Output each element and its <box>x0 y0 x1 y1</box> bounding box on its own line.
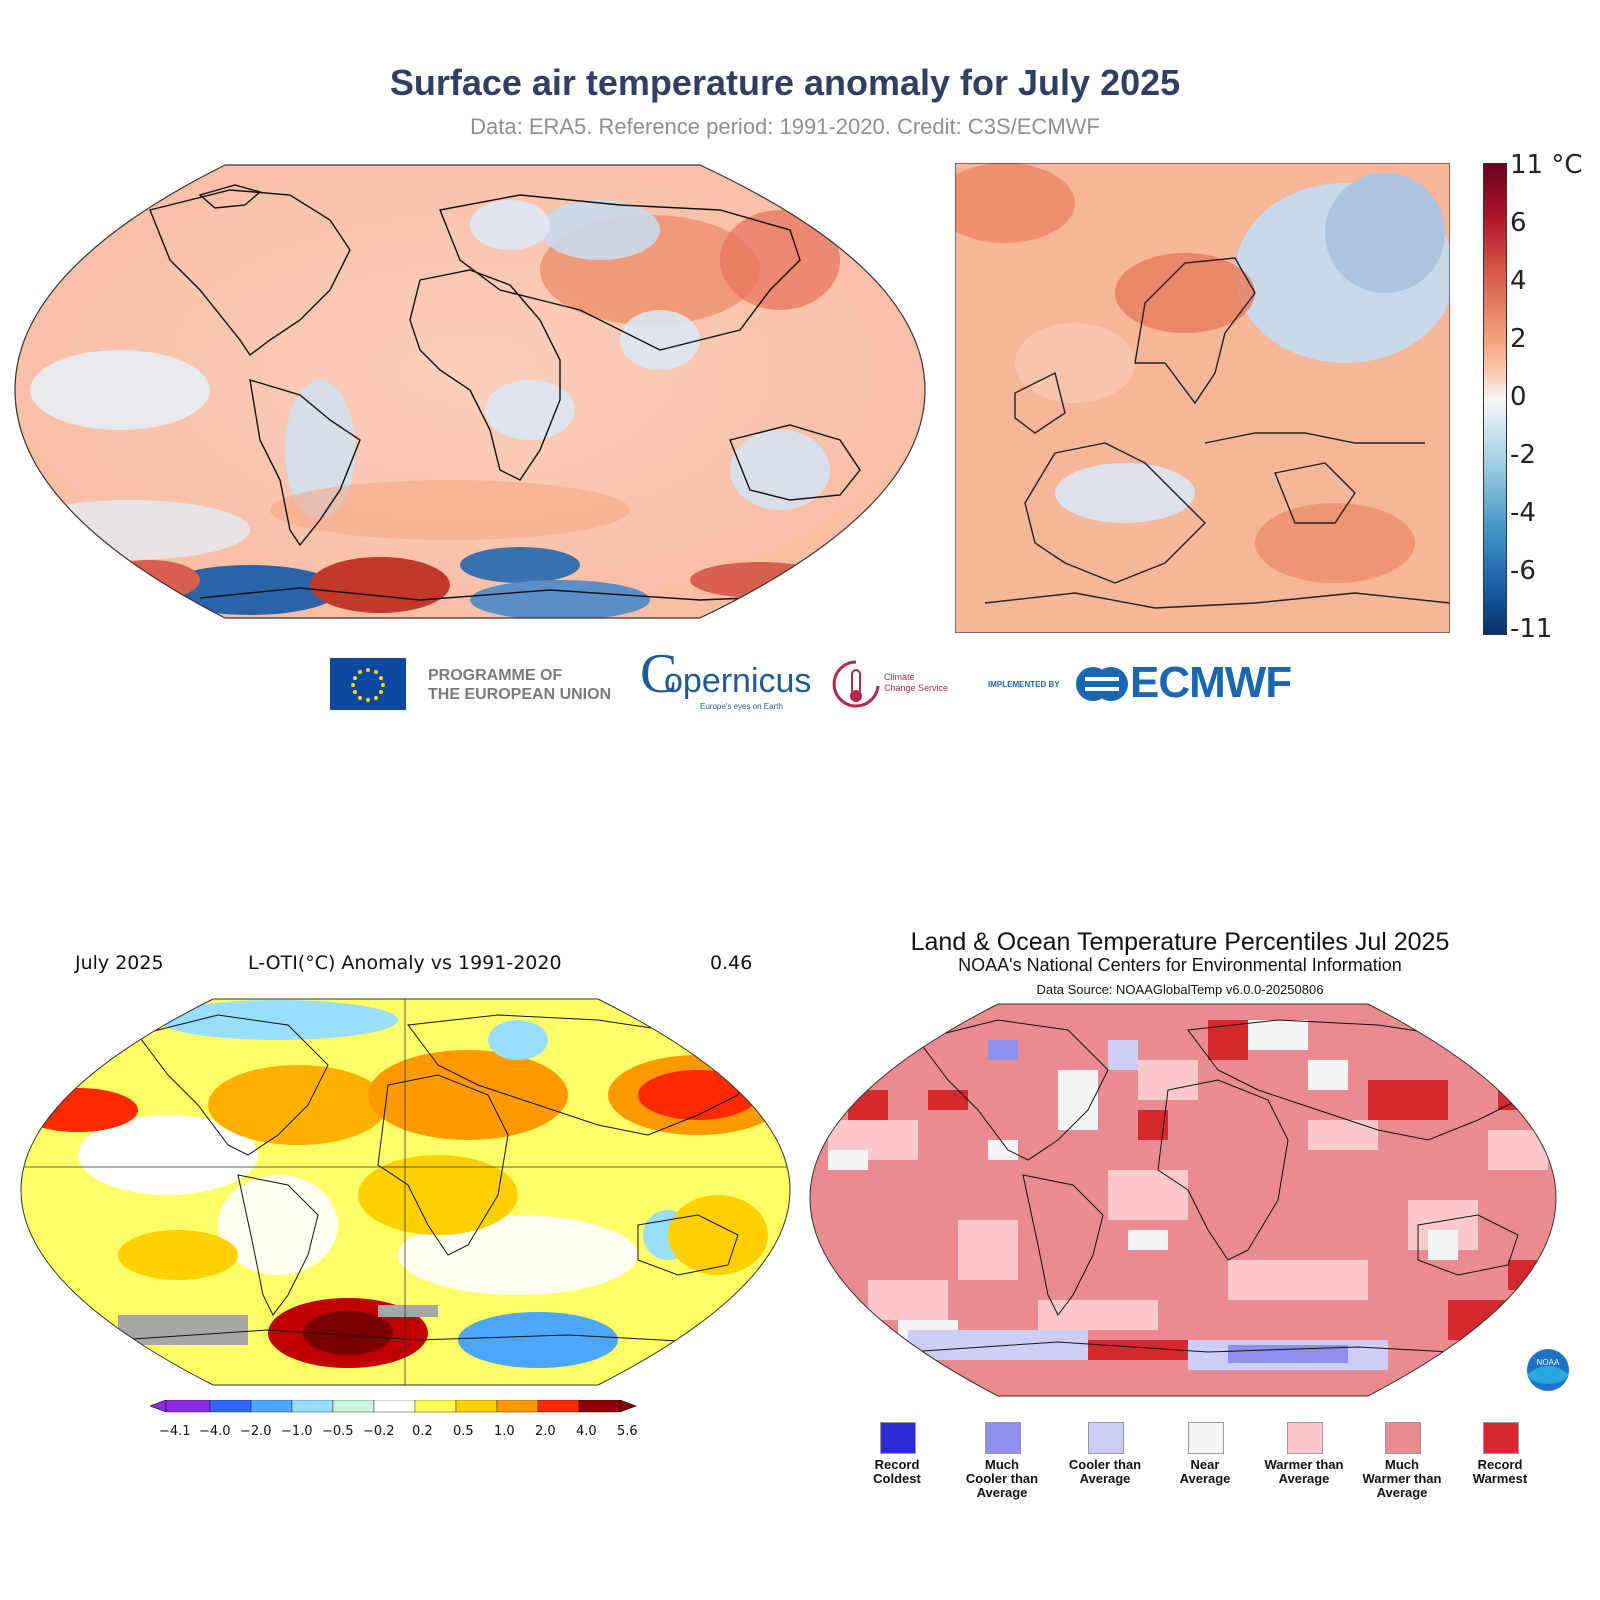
lotil-tick: 1.0 <box>494 1424 515 1439</box>
ecmwf-symbol-icon <box>1076 667 1128 701</box>
legend-label-much-cooler: Much Cooler than Average <box>947 1458 1057 1500</box>
legend-line: Cooler than <box>965 1471 1039 1486</box>
c3s-colorbar-tick: -6 <box>1510 556 1536 586</box>
lotil-global-value: 0.46 <box>710 952 753 974</box>
lotil-tick: −1.0 <box>281 1424 313 1439</box>
noaa-map <box>809 1003 1557 1397</box>
lotil-tick: −0.2 <box>363 1424 395 1439</box>
noaa-badge-text: NOAA <box>1537 1358 1560 1367</box>
c3s-colorbar-tick: 2 <box>1510 324 1527 354</box>
lotil-tick: 5.6 <box>617 1424 638 1439</box>
legend-swatch-cooler <box>1088 1422 1124 1454</box>
noaa-logo-icon: NOAA <box>1527 1349 1569 1391</box>
lotil-tick: −2.0 <box>240 1424 272 1439</box>
c3s-colorbar-tick: 6 <box>1510 208 1527 238</box>
noaa-legend: Record Coldest Much Cooler than Average … <box>855 1422 1575 1522</box>
c3s-subtitle: Data: ERA5. Reference period: 1991-2020.… <box>470 114 1100 139</box>
lotil-tick: 0.5 <box>453 1424 474 1439</box>
ecmwf-wordmark: ECMWF <box>1130 658 1292 707</box>
legend-line: Average <box>1278 1471 1330 1486</box>
eu-line-1: PROGRAMME OF <box>428 667 563 684</box>
noaa-subtitle: NOAA's National Centers for Environmenta… <box>958 955 1402 975</box>
copernicus-wordmark: opernicus <box>664 662 812 700</box>
legend-label-cooler: Cooler than Average <box>1050 1458 1160 1486</box>
legend-line: Average <box>1376 1485 1428 1500</box>
legend-label-record-warmest: Record Warmest <box>1445 1458 1555 1486</box>
legend-swatch-record-warmest <box>1483 1422 1519 1454</box>
legend-label-near-average: Near Average <box>1150 1458 1260 1486</box>
legend-item <box>985 1422 1021 1454</box>
implemented-by-text: IMPLEMENTED BY <box>988 680 1060 689</box>
legend-swatch-near-average <box>1188 1422 1224 1454</box>
lotil-tick: −4.0 <box>199 1424 231 1439</box>
legend-line: Much <box>1385 1457 1419 1472</box>
legend-line: Average <box>1079 1471 1131 1486</box>
thermometer-cloud-icon <box>832 660 880 708</box>
legend-line: Warmest <box>1472 1471 1528 1486</box>
copernicus-tagline: Europe's eyes on Earth <box>700 702 783 711</box>
c3s-service-text: Climate Change Service <box>884 672 948 694</box>
c3s-colorbar-tick: -4 <box>1510 498 1536 528</box>
eu-flag-logo <box>330 658 406 710</box>
legend-label-much-warmer: Much Warmer than Average <box>1347 1458 1457 1500</box>
legend-label-warmer: Warmer than Average <box>1249 1458 1359 1486</box>
legend-swatch-record-coldest <box>880 1422 916 1454</box>
legend-line: Warmer than <box>1362 1471 1442 1486</box>
c3s-colorbar-tick: -2 <box>1510 440 1536 470</box>
legend-line: Warmer than <box>1264 1457 1344 1472</box>
legend-line: Near <box>1190 1457 1220 1472</box>
legend-swatch-warmer <box>1287 1422 1323 1454</box>
legend-line: Average <box>1179 1471 1231 1486</box>
legend-swatch-much-cooler <box>985 1422 1021 1454</box>
lotil-tick: 2.0 <box>535 1424 556 1439</box>
eu-stars-icon <box>351 668 385 702</box>
legend-item <box>1088 1422 1124 1454</box>
legend-item <box>1287 1422 1323 1454</box>
legend-line: Coldest <box>873 1471 921 1486</box>
legend-line: Cooler than <box>1068 1457 1142 1472</box>
eu-programme-text: PROGRAMME OF THE EUROPEAN UNION <box>428 666 611 704</box>
lotil-tick: −4.1 <box>159 1424 191 1439</box>
c3s-colorbar <box>1483 163 1507 635</box>
lotil-tick: −0.5 <box>322 1424 354 1439</box>
c3s-colorbar-unit: 11 °C <box>1510 150 1583 180</box>
legend-item <box>1385 1422 1421 1454</box>
lotil-tick: 0.2 <box>412 1424 433 1439</box>
legend-line: Record <box>1477 1457 1523 1472</box>
lotil-colorbar <box>150 1400 637 1413</box>
lotil-month: July 2025 <box>75 952 164 974</box>
c3s-line-2: Change Service <box>884 683 949 693</box>
c3s-colorbar-tick: 0 <box>1510 382 1527 412</box>
c3s-europe-map <box>955 163 1450 633</box>
lotil-map <box>20 998 791 1386</box>
lotil-title: L-OTI(°C) Anomaly vs 1991-2020 <box>248 952 562 974</box>
legend-line: Record <box>874 1457 920 1472</box>
legend-line: Average <box>976 1485 1028 1500</box>
c3s-global-map <box>14 164 926 619</box>
c3s-colorbar-tick: 4 <box>1510 266 1527 296</box>
lotil-tick: 4.0 <box>576 1424 597 1439</box>
legend-label-record-coldest: Record Coldest <box>842 1458 952 1486</box>
c3s-colorbar-tick: -11 <box>1510 614 1553 644</box>
legend-item <box>1188 1422 1224 1454</box>
legend-swatch-much-warmer <box>1385 1422 1421 1454</box>
legend-line: Much <box>985 1457 1019 1472</box>
c3s-title: Surface air temperature anomaly for July… <box>389 62 1181 103</box>
noaa-data-source: Data Source: NOAAGlobalTemp v6.0.0-20250… <box>1036 982 1324 997</box>
eu-line-2: THE EUROPEAN UNION <box>428 686 612 703</box>
noaa-title: Land & Ocean Temperature Percentiles Jul… <box>910 928 1450 956</box>
copernicus-c-icon: C <box>640 643 678 705</box>
legend-item <box>880 1422 916 1454</box>
legend-item <box>1483 1422 1519 1454</box>
c3s-line-1: Climate <box>884 672 915 682</box>
